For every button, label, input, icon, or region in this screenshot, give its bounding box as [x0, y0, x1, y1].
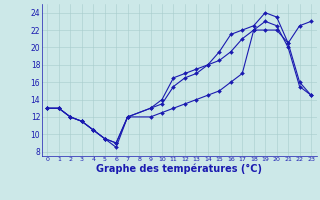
X-axis label: Graphe des températures (°C): Graphe des températures (°C) [96, 164, 262, 174]
